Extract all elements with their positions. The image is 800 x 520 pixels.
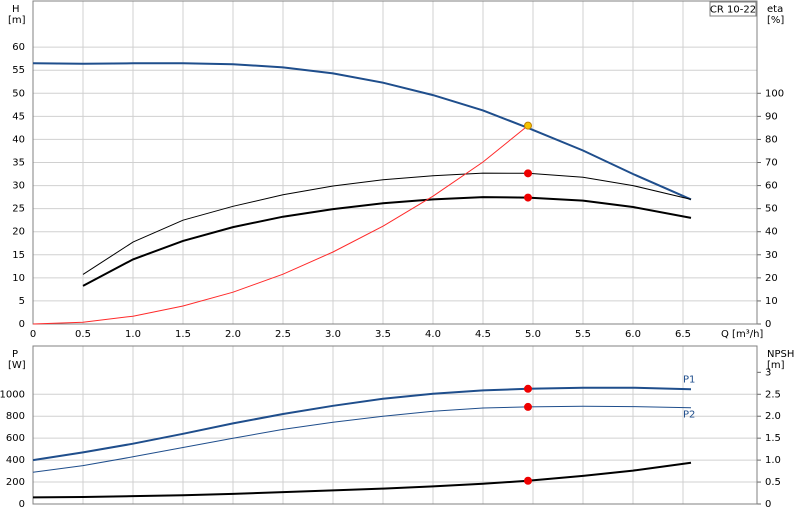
- y-tick-label: 60: [12, 42, 25, 53]
- series-line: [82, 172, 692, 275]
- x-tick-label: 6.5: [675, 329, 691, 340]
- x-tick-label: 2.0: [225, 329, 241, 340]
- x-tick-label: 1.0: [125, 329, 141, 340]
- y2-tick-label: 2.0: [765, 411, 781, 422]
- y2-tick-label: 0.5: [765, 477, 781, 488]
- y2-tick-label: 90: [765, 111, 778, 122]
- y-axis-unit: [m]: [8, 15, 26, 26]
- title-box: [709, 1, 757, 17]
- y2-axis-unit: [%]: [767, 15, 784, 26]
- chart-title: CR 10-22: [710, 5, 756, 16]
- plot-area: [33, 346, 757, 504]
- y-tick-label: 35: [12, 158, 25, 169]
- y2-tick-label: 1.5: [765, 433, 781, 444]
- x-tick-label: 6.0: [625, 329, 641, 340]
- series-line: [82, 196, 692, 287]
- y-axis-unit: [W]: [8, 360, 26, 371]
- x-tick-label: 5.5: [575, 329, 591, 340]
- y-tick-label: 50: [12, 88, 25, 99]
- y-tick-label: 0: [19, 499, 25, 510]
- y2-tick-label: 2.5: [765, 389, 781, 400]
- y-tick-label: 5: [19, 296, 25, 307]
- y2-axis-unit: [m]: [767, 360, 785, 371]
- y-axis-label: P: [12, 349, 18, 360]
- y-tick-label: 0: [19, 319, 25, 330]
- y2-tick-label: 1.0: [765, 455, 781, 466]
- series-label: P2: [683, 410, 695, 421]
- y-tick-label: 200: [6, 477, 25, 488]
- plot-frame: [32, 0, 758, 325]
- duty-point: [524, 476, 532, 485]
- y2-tick-label: 100: [765, 88, 784, 99]
- y2-tick-label: 80: [765, 134, 778, 145]
- y-tick-label: 600: [6, 433, 25, 444]
- y-tick-label: 400: [6, 455, 25, 466]
- series-line: [32, 461, 692, 499]
- x-tick-label: 2.5: [275, 329, 291, 340]
- x-tick-label: 4.0: [425, 329, 441, 340]
- y2-tick-label: 20: [765, 273, 778, 284]
- y2-axis-label: NPSH: [767, 349, 794, 360]
- x-tick-label: 3.5: [375, 329, 391, 340]
- x-tick-label: 0: [30, 329, 36, 340]
- y-axis-label: H: [12, 4, 20, 15]
- y-tick-label: 30: [12, 181, 25, 192]
- y-tick-label: 20: [12, 227, 25, 238]
- y-tick-label: 45: [12, 111, 25, 122]
- y-tick-label: 55: [12, 65, 25, 76]
- series-line: [32, 125, 529, 325]
- y2-tick-label: 60: [765, 181, 778, 192]
- x-tick-label: 4.5: [475, 329, 491, 340]
- x-tick-label: 0.5: [75, 329, 91, 340]
- x-tick-label: 5.0: [525, 329, 541, 340]
- y2-tick-label: 40: [765, 227, 778, 238]
- x-axis-label: Q [m³/h]: [721, 329, 763, 340]
- duty-point: [524, 402, 532, 411]
- y2-tick-label: 30: [765, 250, 778, 261]
- y2-tick-label: 10: [765, 296, 778, 307]
- y2-tick-label: 50: [765, 204, 778, 215]
- x-tick-label: 3.0: [325, 329, 341, 340]
- y2-tick-label: 0: [765, 319, 771, 330]
- y-tick-label: 800: [6, 411, 25, 422]
- duty-point: [524, 193, 532, 202]
- series-line: [32, 386, 692, 462]
- y-tick-label: 15: [12, 250, 25, 261]
- y-tick-label: 10: [12, 273, 25, 284]
- x-tick-label: 1.5: [175, 329, 191, 340]
- series-label: P1: [683, 374, 695, 385]
- y2-tick-label: 0: [765, 499, 771, 510]
- y2-tick-label: 70: [765, 158, 778, 169]
- duty-point: [524, 384, 532, 393]
- series-line: [32, 62, 692, 201]
- plot-frame: [32, 345, 758, 505]
- duty-point: [524, 121, 532, 130]
- series-line: [32, 405, 692, 473]
- y2-axis-label: eta: [767, 4, 783, 15]
- y2-tick-label: 3: [765, 367, 771, 378]
- duty-point: [524, 169, 532, 178]
- y-tick-label: 25: [12, 204, 25, 215]
- y-tick-label: 1000: [0, 389, 25, 400]
- y-tick-label: 40: [12, 134, 25, 145]
